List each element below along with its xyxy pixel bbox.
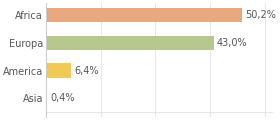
Text: 0,4%: 0,4%	[50, 93, 75, 103]
Bar	[46, 36, 214, 50]
Text: 50,2%: 50,2%	[245, 10, 276, 20]
Bar	[46, 8, 242, 22]
Bar	[46, 63, 71, 78]
Text: 6,4%: 6,4%	[74, 66, 99, 75]
Text: 43,0%: 43,0%	[217, 38, 248, 48]
Bar	[46, 91, 47, 105]
